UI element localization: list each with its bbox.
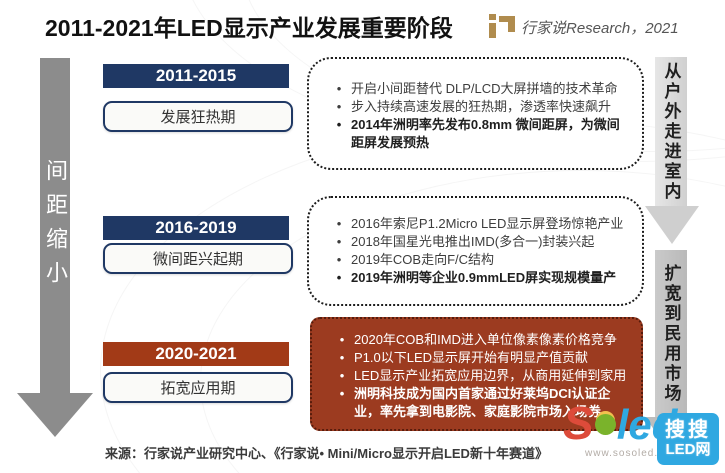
bullet-item: • 洲明科技成为国内首家通过好莱坞DCI认证企业，率先拿到电影院、家庭影院市场入场… <box>330 385 627 421</box>
left-arrow-head-icon <box>17 393 93 437</box>
bullet-icon: • <box>336 99 342 114</box>
right-arrow-1-head-icon <box>645 206 699 244</box>
bullet-item: • 2019年洲明等企业0.9mmLED屏实现规模量产 <box>327 269 628 287</box>
left-arrow-label: 间距缩小 <box>43 158 68 295</box>
bullet-item: • 开启小间距替代 DLP/LCD大屏拼墙的技术革命 <box>327 80 628 98</box>
watermark-url: www.sosoled.com <box>585 448 681 459</box>
sosoled-badge: 搜搜 LED网 <box>657 413 719 465</box>
bullet-item: • 2020年COB和IMD进入单位像素像素价格竞争 <box>330 331 627 349</box>
bullet-icon: • <box>339 386 345 401</box>
bullet-item: • 2018年国星光电推出IMD(多合一)封装兴起 <box>327 233 628 251</box>
period-3-phase: 拓宽应用期 <box>103 372 293 403</box>
brand-name: 行家说Research，2021 <box>521 20 679 37</box>
bullet-icon: • <box>336 117 342 132</box>
left-arrow-body: 间距缩小 <box>40 58 70 395</box>
period-1-detail-box: • 开启小间距替代 DLP/LCD大屏拼墙的技术革命 • 步入持续高速发展的狂热期，… <box>307 57 644 170</box>
bullet-item: • 2014年洲明率先发布0.8mm 微间距屏，为微间距屏发展预热 <box>327 116 628 152</box>
period-1-years: 2011-2015 <box>103 64 289 88</box>
period-1-phase: 发展狂热期 <box>103 101 293 132</box>
source-note: 来源：行家说产业研究中心、《行家说• Mini/Micro显示开启LED新十年赛… <box>105 446 548 461</box>
period-2-phase: 微间距兴起期 <box>103 243 293 274</box>
bullet-icon: • <box>336 81 342 96</box>
right-arrow-1-label: 从户外走进室内 <box>661 62 681 202</box>
bullet-item: • LED显示产业拓宽应用边界，从商用延伸到家用 <box>330 367 627 385</box>
bullet-icon: • <box>339 332 345 347</box>
period-3-detail-box: • 2020年COB和IMD进入单位像素像素价格竞争 • P1.0以下LED显示屏开… <box>310 317 643 431</box>
page-title: 2011-2021年LED显示产业发展重要阶段 <box>45 15 453 41</box>
bullet-icon: • <box>339 368 345 383</box>
right-arrow-1-body: 从户外走进室内 <box>655 57 687 207</box>
period-2-detail-box: • 2016年索尼P1.2Micro LED显示屏登场惊艳产业 • 2018年国星光… <box>307 196 644 306</box>
bullet-icon: • <box>336 270 342 285</box>
bullet-icon: • <box>336 216 342 231</box>
bullet-icon: • <box>339 350 345 365</box>
bullet-item: • 2019年COB走向F/C结构 <box>327 251 628 269</box>
bullet-icon: • <box>336 234 342 249</box>
right-arrow-2-body: 扩宽到民用市场 <box>655 250 687 418</box>
bullet-item: • 步入持续高速发展的狂热期，渗透率快速飙升 <box>327 98 628 116</box>
bullet-item: • P1.0以下LED显示屏开始有明显产值贡献 <box>330 349 627 367</box>
bullet-icon: • <box>336 252 342 267</box>
right-arrow-2-label: 扩宽到民用市场 <box>661 264 681 404</box>
period-2-years: 2016-2019 <box>103 216 289 240</box>
bullet-item: • 2016年索尼P1.2Micro LED显示屏登场惊艳产业 <box>327 215 628 233</box>
period-3-years: 2020-2021 <box>103 342 289 366</box>
bulb-icon <box>594 414 616 435</box>
brand-logo-icon <box>489 14 517 38</box>
